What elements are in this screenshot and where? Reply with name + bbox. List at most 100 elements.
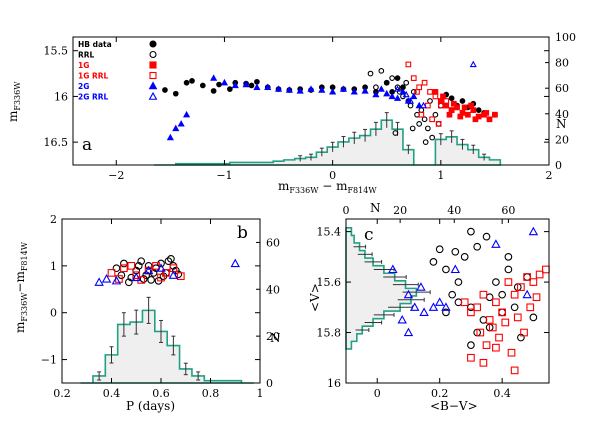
point-2g xyxy=(399,88,407,95)
point-hb-data xyxy=(183,79,190,86)
point-1g xyxy=(448,107,455,113)
point-rrl xyxy=(120,259,128,268)
point-1g-rrl xyxy=(479,358,488,367)
point-rrl xyxy=(139,275,148,283)
histogram-outline xyxy=(345,227,418,350)
point-1g-rrl xyxy=(162,269,170,277)
point-rrl xyxy=(492,278,500,286)
y2-tick-label: 20 xyxy=(555,133,569,146)
point-2g-rrl xyxy=(419,307,429,316)
point-1g-rrl xyxy=(120,264,128,273)
point-1g xyxy=(486,116,493,123)
point-hb-data xyxy=(199,82,206,89)
point-2g-rrl xyxy=(522,289,532,299)
x-tick-label: 0.6 xyxy=(152,387,170,400)
point-2g-rrl xyxy=(230,258,240,268)
point-rrl xyxy=(504,252,513,261)
point-2g-rrl xyxy=(428,302,439,311)
point-2g xyxy=(166,133,174,141)
x-tick-label: 2 xyxy=(546,169,553,182)
point-1g xyxy=(440,93,446,100)
legend-label: HB data xyxy=(78,40,112,49)
legend-label: 2G xyxy=(78,82,89,91)
point-1g-rrl xyxy=(479,290,488,299)
point-1g xyxy=(454,104,460,111)
point-2g-rrl xyxy=(402,90,410,98)
point-1g-rrl xyxy=(504,278,513,286)
point-2g xyxy=(339,85,348,92)
x-tick-label: 0.4 xyxy=(493,387,511,400)
y-tick-label: 15.4 xyxy=(317,226,342,239)
point-rrl xyxy=(144,262,153,270)
y2-tick-label: 80 xyxy=(555,57,569,70)
point-hb-data xyxy=(162,87,168,93)
x-tick-label: 1 xyxy=(437,169,444,182)
panel-b-ylabel: mF336W−mF814W xyxy=(13,241,29,333)
point-2g xyxy=(172,124,180,132)
point-1g xyxy=(483,110,490,116)
point-2g-rrl xyxy=(403,327,414,337)
point-1g-rrl xyxy=(432,93,439,100)
point-2g-rrl xyxy=(101,274,112,283)
point-1g-rrl xyxy=(137,276,146,284)
point-2g xyxy=(253,83,261,90)
panel-b-frame xyxy=(61,218,261,384)
x2-tick-label: 20 xyxy=(393,204,407,217)
point-2g xyxy=(393,94,402,101)
point-2g-rrl xyxy=(94,277,104,286)
point-rrl xyxy=(422,139,429,145)
point-2g xyxy=(410,92,418,100)
point-rrl xyxy=(467,341,475,350)
panel-c-points xyxy=(388,226,550,375)
point-hb-data xyxy=(172,90,179,97)
point-1g xyxy=(470,107,477,113)
point-1g xyxy=(468,102,474,109)
point-1g-rrl xyxy=(427,89,433,95)
point-hb-data xyxy=(210,88,217,94)
point-rrl xyxy=(473,242,482,251)
point-2g-rrl xyxy=(168,270,179,279)
point-1g-rrl xyxy=(517,283,525,291)
point-1g-rrl xyxy=(526,303,535,312)
point-2g xyxy=(210,74,218,81)
point-1g xyxy=(446,111,453,118)
point-rrl xyxy=(389,75,395,81)
x-tick-label: 0.4 xyxy=(103,387,121,400)
point-1g-rrl xyxy=(418,111,425,118)
point-2g xyxy=(318,86,326,93)
legend-marker xyxy=(149,40,157,48)
point-2g xyxy=(231,81,239,89)
point-1g-rrl xyxy=(485,316,494,324)
point-rrl xyxy=(454,278,463,286)
point-2g xyxy=(242,80,250,88)
point-1g-rrl xyxy=(437,102,444,109)
y-tick-label: 1 xyxy=(50,260,57,273)
point-rrl xyxy=(167,254,175,263)
panel-c-label: c xyxy=(364,225,374,245)
panel-a: −2 −1 0 1 2 15.5 16 16.5 0 20 40 60 80 100 a HB data R… xyxy=(6,31,576,195)
panel-c-histogram xyxy=(345,227,431,350)
point-2g-rrl xyxy=(450,264,461,274)
point-rrl xyxy=(498,290,507,299)
point-1g-rrl xyxy=(429,116,436,123)
x-tick-label: 0.2 xyxy=(53,387,71,400)
point-rrl xyxy=(498,308,507,317)
point-1g xyxy=(450,100,457,107)
y-tick-label: 15.6 xyxy=(317,276,342,289)
point-rrl xyxy=(424,125,431,132)
point-rrl xyxy=(460,252,469,261)
point-rrl xyxy=(164,257,173,266)
panel-a-ylabel: mF336W xyxy=(6,81,22,122)
point-hb-data xyxy=(254,78,260,85)
point-rrl xyxy=(523,273,531,281)
point-rrl xyxy=(378,67,385,74)
panel-c-frame xyxy=(345,218,550,384)
point-1g-rrl xyxy=(501,318,510,327)
point-2g-rrl xyxy=(419,101,428,109)
point-hb-data xyxy=(216,81,222,88)
point-1g-rrl xyxy=(532,293,541,302)
point-1g-rrl xyxy=(482,341,491,350)
